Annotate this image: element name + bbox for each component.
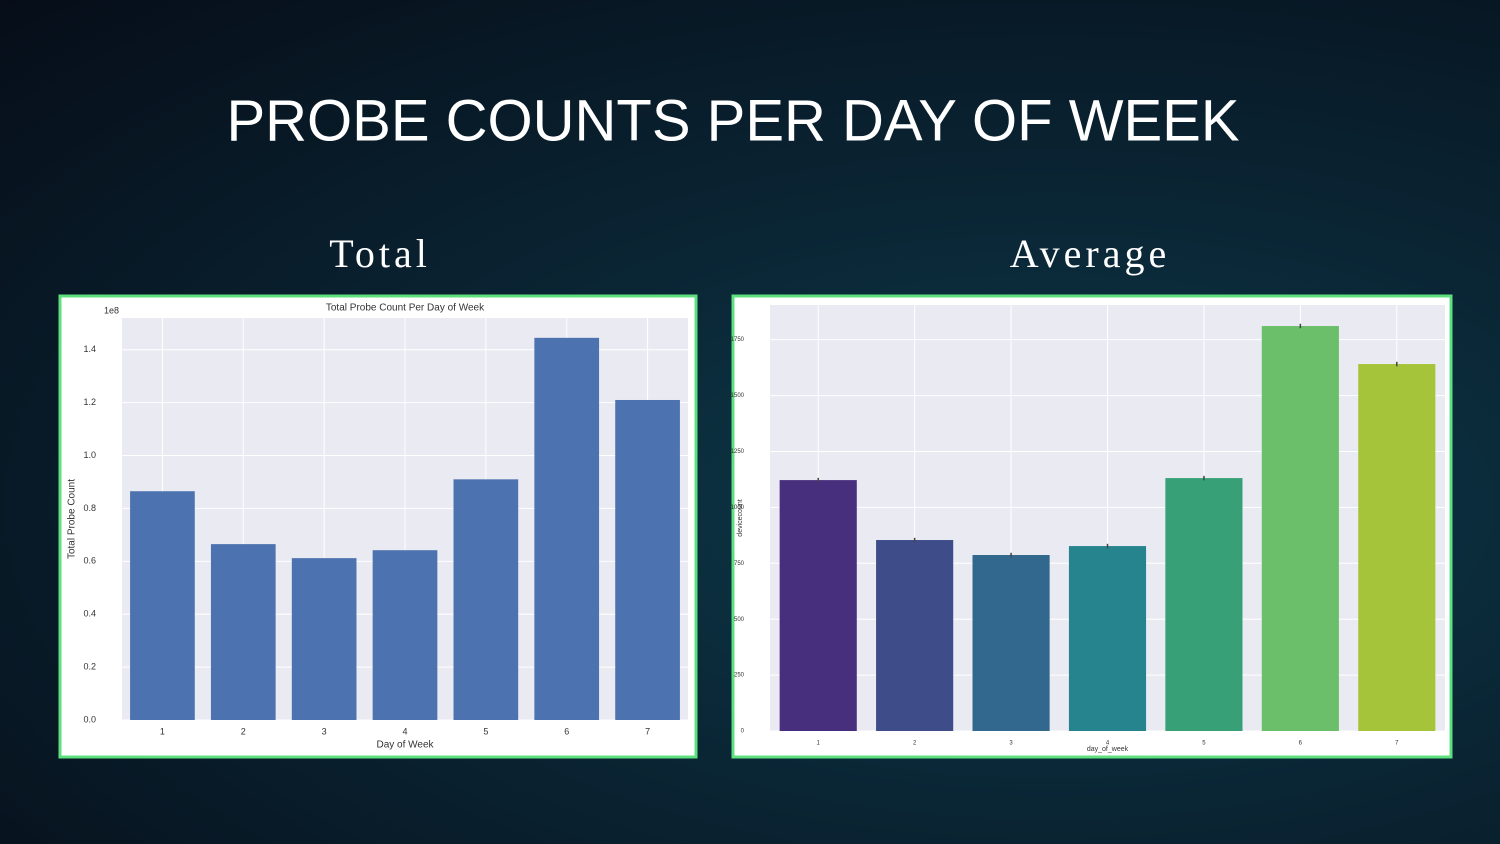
bar [1165, 478, 1243, 731]
x-tick-label: 7 [645, 726, 650, 736]
y-tick-label: 250 [734, 673, 745, 679]
x-tick-label: 6 [564, 726, 569, 736]
x-tick-label: 4 [1106, 741, 1110, 747]
bar [1261, 326, 1339, 731]
bar [130, 491, 195, 720]
slide-title: PROBE COUNTS PER DAY OF WEEK [226, 88, 1239, 153]
y-tick-label: 1.4 [83, 344, 96, 354]
x-tick-label: 3 [1009, 741, 1013, 747]
offset-text: 1e8 [104, 305, 119, 315]
y-tick-label: 0.4 [83, 609, 96, 619]
caption: Total [329, 231, 431, 276]
y-tick-label: 0.6 [83, 556, 96, 566]
bar [372, 550, 438, 720]
bar [876, 540, 954, 731]
bar [615, 399, 680, 720]
y-tick-label: 1750 [731, 337, 745, 343]
y-axis-label: Total Probe Count [67, 479, 78, 559]
y-tick-label: 750 [734, 561, 745, 567]
bar [1358, 364, 1436, 731]
x-tick-label: 3 [322, 726, 327, 736]
chart-title: Total Probe Count Per Day of Week [326, 303, 485, 314]
y-axis-label: devicecount [737, 499, 744, 536]
bar [779, 480, 857, 731]
x-tick-label: 1 [817, 741, 821, 747]
x-axis-label: day_of_week [1087, 746, 1129, 753]
bar [210, 544, 276, 720]
bar [972, 555, 1050, 731]
x-tick-label: 5 [483, 726, 488, 736]
caption: Average [1010, 231, 1171, 276]
y-tick-label: 500 [734, 617, 745, 623]
y-tick-label: 0.8 [83, 503, 96, 513]
bar [453, 479, 519, 720]
y-tick-label: 0.2 [83, 661, 96, 671]
bar [1068, 546, 1147, 731]
x-tick-label: 6 [1299, 741, 1303, 747]
bar [291, 558, 357, 720]
y-tick-label: 1.2 [83, 397, 96, 407]
bar [534, 337, 600, 720]
y-tick-label: 1.0 [83, 450, 96, 460]
y-tick-label: 0 [741, 729, 745, 735]
y-tick-label: 1250 [731, 449, 745, 455]
y-tick-label: 0.0 [83, 714, 96, 724]
x-tick-label: 1 [160, 726, 165, 736]
x-tick-label: 2 [913, 741, 917, 747]
x-tick-label: 2 [241, 726, 246, 736]
x-axis-label: Day of Week [376, 740, 434, 751]
x-tick-label: 4 [402, 726, 407, 736]
y-tick-label: 1500 [731, 393, 745, 399]
y-tick-label: 1000 [731, 505, 745, 511]
x-tick-label: 5 [1202, 741, 1206, 747]
x-tick-label: 7 [1395, 741, 1399, 747]
